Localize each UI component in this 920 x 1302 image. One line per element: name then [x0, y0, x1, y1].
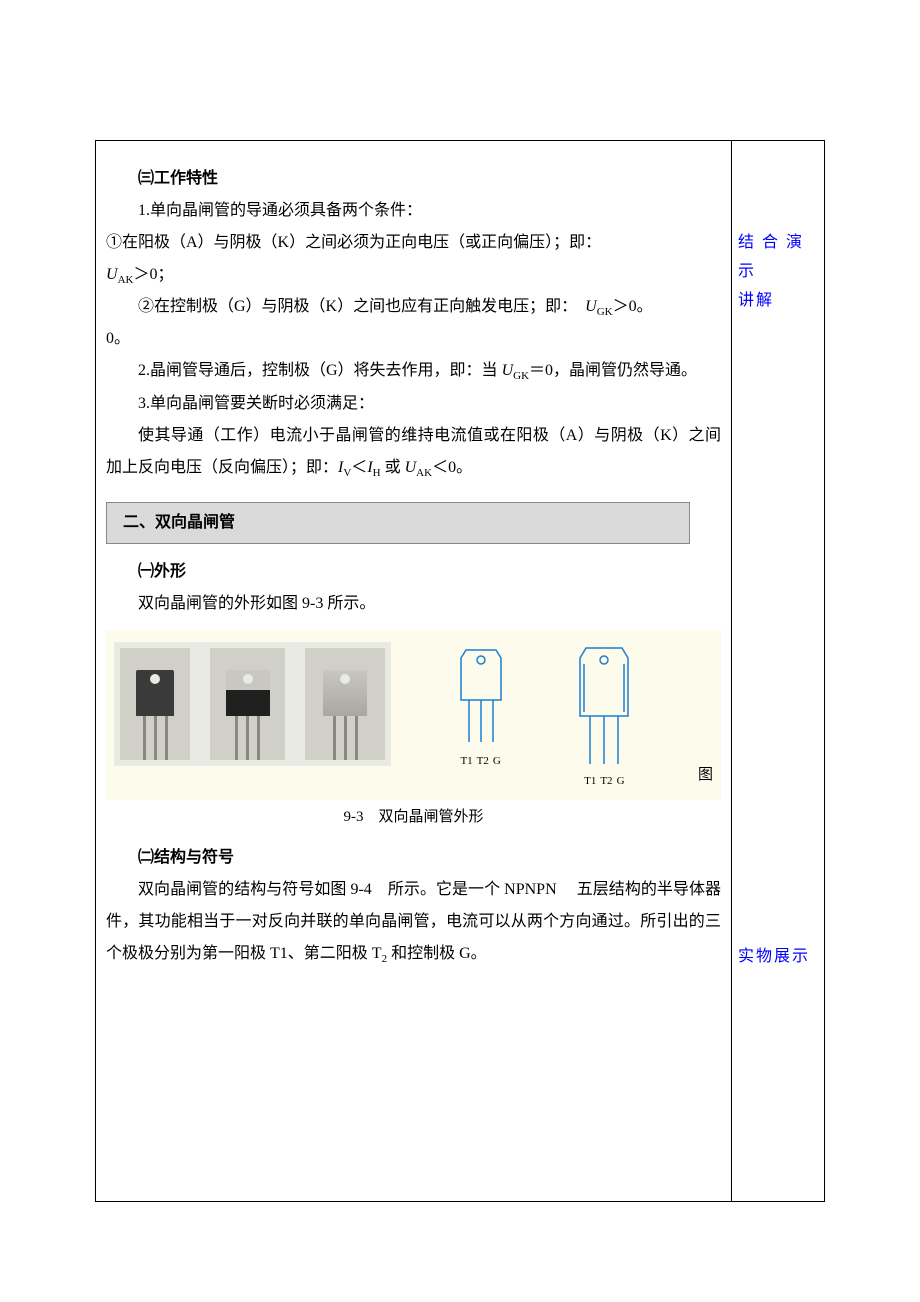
triac-outline-small-icon: [451, 642, 511, 752]
main-column: ㈢工作特性 1.单向晶闸管的导通必须具备两个条件： ①在阳极（A）与阴极（K）之…: [96, 141, 732, 1201]
heading-structure: ㈡结构与符号: [106, 842, 721, 874]
para-1: 1.单向晶闸管的导通必须具备两个条件：: [106, 195, 721, 227]
para-5: 3.单向晶闸管要关断时必须满足：: [106, 388, 721, 420]
para-2: ①在阳极（A）与阴极（K）之间必须为正向电压（或正向偏压）；即： UAK＞0；: [106, 227, 721, 291]
heading-shape: ㈠外形: [106, 556, 721, 588]
heading-working-characteristics: ㈢工作特性: [106, 163, 721, 195]
figure-caption: 9-3 双向晶闸管外形: [106, 802, 721, 832]
fig-label-right: 图: [698, 760, 713, 792]
para-6: 使其导通（工作）电流小于晶闸管的维持电流值或在阳极（A）与阴极（K）之间加上反向…: [106, 420, 721, 484]
pin-labels-small: T1 T2 G: [460, 750, 500, 772]
component-photo-2: [210, 648, 285, 760]
photo-background: [114, 642, 391, 766]
page-container: ㈢工作特性 1.单向晶闸管的导通必须具备两个条件： ①在阳极（A）与阴极（K）之…: [95, 140, 825, 1202]
para-3: ②在控制极（G）与阴极（K）之间也应有正向触发电压；即： UGK＞0。: [106, 291, 721, 323]
component-photo-1: [120, 648, 190, 760]
side-note-physical: 实物展示: [738, 943, 818, 972]
triac-outline-large-icon: [570, 642, 638, 772]
component-photo-3: [305, 648, 385, 760]
schematic-large: T1 T2 G: [570, 642, 638, 792]
pin-labels-large: T1 T2 G: [584, 770, 624, 792]
side-column: 结 合 演 示 讲解 实物展示: [732, 141, 824, 1201]
para-3-tail: 0。: [106, 323, 721, 355]
photo-row: T1 T2 G: [106, 630, 721, 800]
side-note-demo: 结 合 演 示 讲解: [738, 229, 818, 315]
para-shape: 双向晶闸管的外形如图 9-3 所示。: [106, 588, 721, 620]
para-structure: 双向晶闸管的结构与符号如图 9-4 所示。它是一个 NPNPN 五层结构的半导体…: [106, 874, 721, 970]
para-4: 2.晶闸管导通后，控制极（G）将失去作用，即：当 UGK＝0，晶闸管仍然导通。: [106, 355, 721, 387]
section-header-triac: 二、双向晶闸管: [106, 502, 690, 544]
figure-9-3: T1 T2 G: [106, 630, 721, 832]
schematic-small: T1 T2 G: [451, 642, 511, 772]
